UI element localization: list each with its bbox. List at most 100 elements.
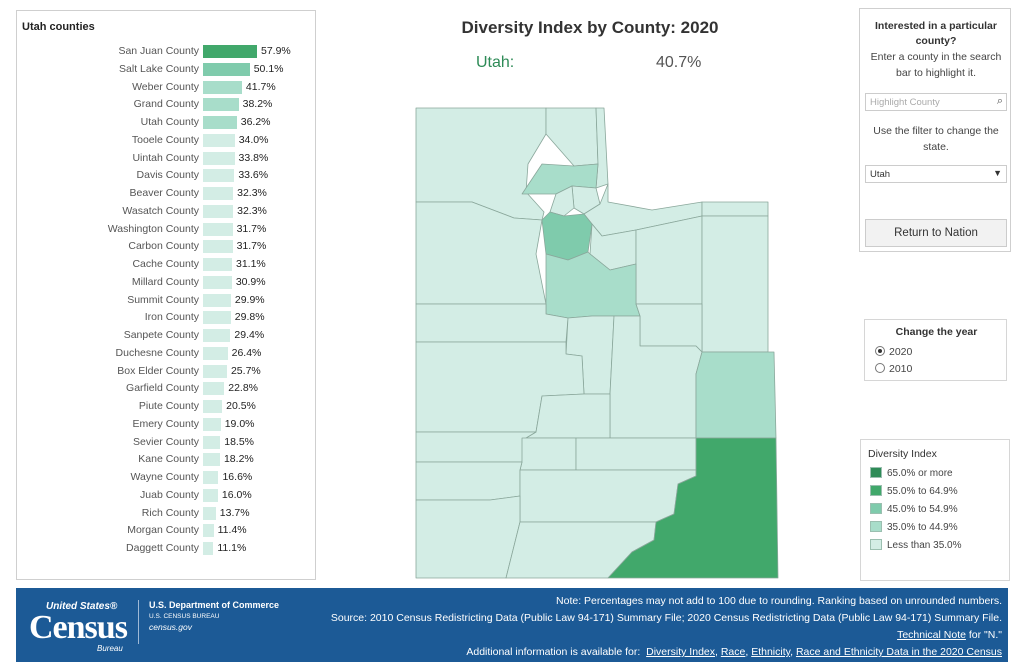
county-row[interactable]: Utah County 36.2% bbox=[17, 114, 317, 132]
county-row[interactable]: Davis County 33.6% bbox=[17, 167, 317, 185]
page-title: Diversity Index by County: 2020 bbox=[461, 18, 719, 37]
county-row[interactable]: Cache County 31.1% bbox=[17, 256, 317, 274]
link-race-ethnicity-2020[interactable]: Race and Ethnicity Data in the 2020 Cens… bbox=[795, 646, 1002, 658]
county-row[interactable]: Piute County 20.5% bbox=[17, 398, 317, 416]
county-row[interactable]: Tooele County 34.0% bbox=[17, 132, 317, 150]
county-row[interactable]: Beaver County 32.3% bbox=[17, 185, 317, 203]
county-row[interactable]: Summit County 29.9% bbox=[17, 292, 317, 310]
search-placeholder: Highlight County bbox=[870, 97, 940, 108]
county-row[interactable]: Duchesne County 26.4% bbox=[17, 345, 317, 363]
county-salt-lake[interactable] bbox=[541, 211, 593, 261]
county-rich[interactable] bbox=[595, 107, 609, 189]
county-row[interactable]: Salt Lake County 50.1% bbox=[17, 61, 317, 79]
county-bar[interactable] bbox=[203, 187, 234, 200]
county-bar[interactable] bbox=[203, 471, 219, 484]
county-davis[interactable] bbox=[549, 185, 575, 217]
county-daggett[interactable] bbox=[701, 201, 769, 217]
county-list-panel: Utah counties San Juan County 57.9% Salt L… bbox=[16, 10, 316, 580]
county-bar[interactable] bbox=[203, 329, 231, 342]
county-bar[interactable] bbox=[203, 151, 235, 165]
county-row[interactable]: San Juan County 57.9% bbox=[17, 43, 317, 61]
county-row[interactable]: Wasatch County 32.3% bbox=[17, 203, 317, 221]
county-bar[interactable] bbox=[203, 240, 233, 254]
county-beaver[interactable] bbox=[415, 431, 537, 463]
county-bar[interactable] bbox=[203, 204, 234, 218]
county-piute[interactable] bbox=[519, 437, 577, 471]
return-to-nation-button[interactable]: Return to Nation bbox=[865, 219, 1007, 247]
county-bar[interactable] bbox=[203, 275, 232, 289]
radio-selected-icon[interactable] bbox=[875, 346, 885, 356]
footer: United States® Census Bureau U.S. Depart… bbox=[16, 588, 1008, 662]
county-row[interactable]: Carbon County 31.7% bbox=[17, 238, 317, 256]
top-strip bbox=[0, 0, 1024, 8]
county-bar[interactable] bbox=[203, 45, 257, 58]
county-bar[interactable] bbox=[203, 98, 239, 112]
county-bar[interactable] bbox=[203, 169, 235, 183]
county-bar[interactable] bbox=[203, 435, 221, 449]
county-washington[interactable] bbox=[415, 495, 521, 579]
county-bar[interactable] bbox=[203, 311, 231, 325]
county-wayne[interactable] bbox=[575, 437, 697, 471]
county-row[interactable]: Uintah County 33.8% bbox=[17, 150, 317, 168]
county-iron[interactable] bbox=[415, 461, 523, 501]
link-ethnicity[interactable]: Ethnicity bbox=[751, 646, 791, 658]
county-bar[interactable] bbox=[203, 222, 233, 236]
county-value: 30.9% bbox=[235, 275, 266, 288]
county-row[interactable]: Rich County 13.7% bbox=[17, 505, 317, 523]
chevron-down-icon[interactable]: ▼ bbox=[993, 168, 1002, 178]
county-garfield[interactable] bbox=[519, 469, 697, 523]
county-row[interactable]: Sanpete County 29.4% bbox=[17, 327, 317, 345]
census-gov-link[interactable]: census.gov bbox=[149, 622, 192, 632]
county-carbon[interactable] bbox=[635, 303, 703, 353]
radio-unselected-icon[interactable] bbox=[875, 363, 885, 373]
county-uintah[interactable] bbox=[701, 215, 769, 353]
county-row[interactable]: Kane County 18.2% bbox=[17, 451, 317, 469]
county-search-input[interactable]: Highlight County ⌕ bbox=[865, 93, 1007, 111]
county-bar[interactable] bbox=[203, 62, 250, 76]
county-name: Salt Lake County bbox=[119, 62, 199, 75]
county-bar[interactable] bbox=[203, 293, 231, 307]
legend-title: Diversity Index bbox=[868, 448, 937, 460]
county-row[interactable]: Garfield County 22.8% bbox=[17, 380, 317, 398]
year-option-2020[interactable]: 2020 bbox=[875, 346, 912, 358]
link-diversity-index[interactable]: Diversity Index bbox=[646, 646, 715, 658]
county-row[interactable]: Millard County 30.9% bbox=[17, 274, 317, 292]
county-row[interactable]: Grand County 38.2% bbox=[17, 96, 317, 114]
county-row[interactable]: Washington County 31.7% bbox=[17, 221, 317, 239]
county-row[interactable]: Juab County 16.0% bbox=[17, 487, 317, 505]
county-row[interactable]: Morgan County 11.4% bbox=[17, 522, 317, 540]
county-value: 11.1% bbox=[217, 542, 247, 554]
county-row[interactable]: Box Elder County 25.7% bbox=[17, 363, 317, 381]
magnifier-icon[interactable]: ⌕ bbox=[996, 95, 1003, 107]
county-row[interactable]: Iron County 29.8% bbox=[17, 309, 317, 327]
county-grand[interactable] bbox=[695, 351, 777, 439]
county-bar[interactable] bbox=[203, 400, 223, 413]
year-option-2010[interactable]: 2010 bbox=[875, 363, 912, 375]
county-bar[interactable] bbox=[203, 116, 237, 129]
state-select[interactable]: Utah ▼ bbox=[865, 165, 1007, 183]
county-bar[interactable] bbox=[203, 258, 232, 271]
county-bar[interactable] bbox=[203, 453, 220, 467]
county-bar[interactable] bbox=[203, 542, 214, 555]
county-duchesne[interactable] bbox=[635, 215, 703, 305]
county-row[interactable]: Wayne County 16.6% bbox=[17, 469, 317, 487]
county-bar[interactable] bbox=[203, 506, 216, 520]
county-bar[interactable] bbox=[203, 133, 235, 147]
county-row[interactable]: Weber County 41.7% bbox=[17, 79, 317, 97]
link-race[interactable]: Race bbox=[720, 646, 746, 658]
county-san-juan[interactable] bbox=[607, 437, 779, 579]
county-bar[interactable] bbox=[203, 382, 225, 396]
census-logo[interactable]: United States® Census Bureau bbox=[29, 601, 128, 653]
county-bar[interactable] bbox=[203, 346, 228, 360]
county-row[interactable]: Sevier County 18.5% bbox=[17, 434, 317, 452]
county-bar[interactable] bbox=[203, 80, 242, 94]
technical-note-link[interactable]: Technical Note bbox=[897, 629, 966, 641]
county-row[interactable]: Emery County 19.0% bbox=[17, 416, 317, 434]
county-bar[interactable] bbox=[203, 364, 227, 378]
county-bar[interactable] bbox=[203, 417, 221, 431]
county-row[interactable]: Daggett County 11.1% bbox=[17, 540, 317, 558]
county-bar[interactable] bbox=[203, 488, 218, 502]
county-bar[interactable] bbox=[203, 524, 214, 538]
county-juab[interactable] bbox=[415, 303, 569, 343]
county-cache[interactable] bbox=[545, 107, 599, 167]
